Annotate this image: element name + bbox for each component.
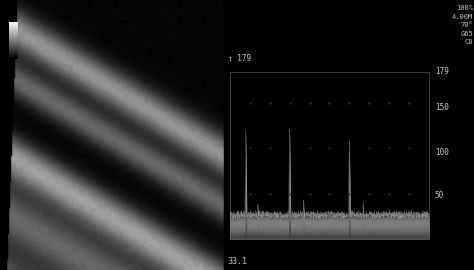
Text: 150: 150 (435, 103, 448, 113)
Bar (230, 72, 429, 239)
Text: 179: 179 (435, 67, 448, 76)
Text: ↑ 179: ↑ 179 (228, 55, 251, 63)
Bar (216, 103, 220, 113)
Text: 33.1: 33.1 (228, 256, 247, 265)
Bar (216, 176, 220, 184)
Text: 50: 50 (435, 191, 444, 200)
Text: 194/194
22Hz: 194/194 22Hz (160, 24, 190, 38)
Text: 100%
4.00M
70°
G65
C8: 100% 4.00M 70° G65 C8 (452, 5, 473, 45)
Text: 100: 100 (435, 148, 448, 157)
